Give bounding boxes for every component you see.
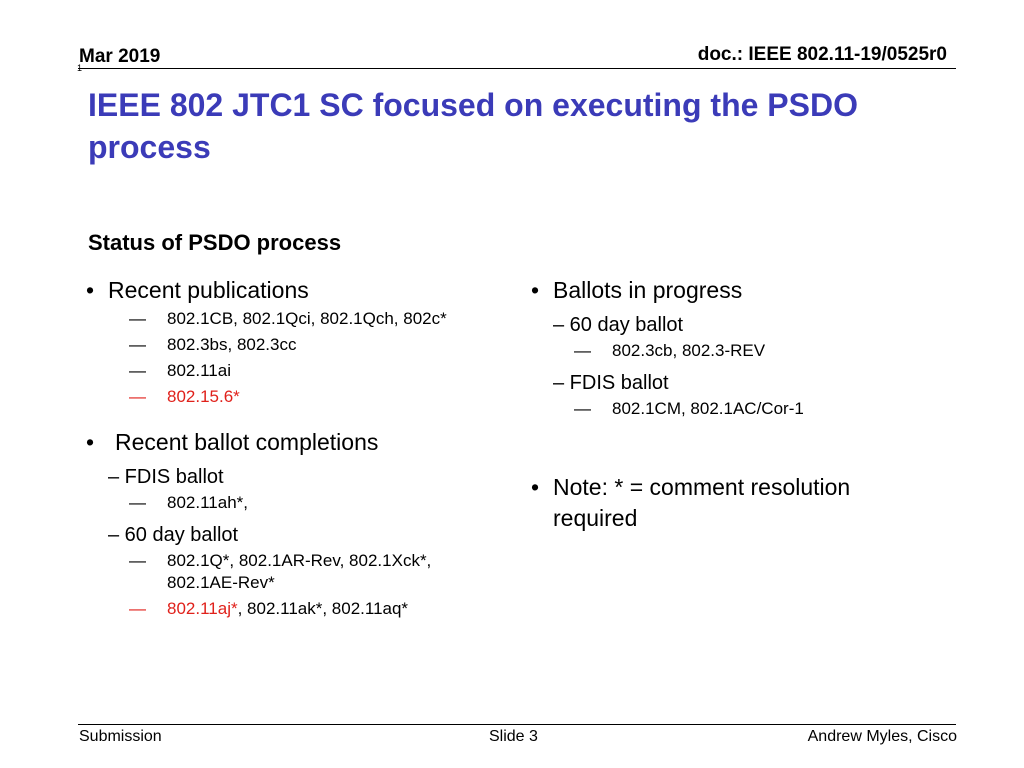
recent-publications-label: Recent publications bbox=[108, 277, 309, 303]
note-text: Note: * = comment resolution required bbox=[553, 474, 851, 531]
bullet-icon: • bbox=[531, 474, 540, 500]
dash-icon: — bbox=[129, 335, 146, 354]
list-item-highlighted: —802.15.6* bbox=[129, 387, 240, 406]
60-day-ballot-label: – 60 day ballot bbox=[553, 314, 684, 336]
slide-title: IEEE 802 JTC1 SC focused on executing th… bbox=[88, 87, 858, 165]
ballots-in-progress-label: Ballots in progress bbox=[553, 277, 743, 303]
footer-submission: Submission bbox=[79, 728, 162, 745]
bullet-note: • Note: * = comment resolution required bbox=[531, 472, 931, 534]
dash-icon: — bbox=[129, 551, 146, 570]
list-item: —802.11ah*, bbox=[129, 493, 248, 512]
list-item: —802.1CB, 802.1Qci, 802.1Qch, 802c* bbox=[129, 309, 447, 328]
header-divider bbox=[78, 68, 956, 69]
bullet-recent-ballot-completions: • Recent ballot completions bbox=[86, 428, 506, 456]
dash-icon: — bbox=[129, 493, 146, 512]
footer-divider bbox=[78, 724, 956, 725]
dash-icon: — bbox=[129, 361, 146, 380]
recent-ballot-completions-label: Recent ballot completions bbox=[115, 429, 379, 455]
dash-icon: — bbox=[129, 387, 146, 406]
bullet-recent-publications: • Recent publications bbox=[86, 276, 506, 304]
left-column: • Recent publications —802.1CB, 802.1Qci… bbox=[86, 276, 506, 620]
header-doc-id: doc.: IEEE 802.11-19/0525r0 bbox=[697, 44, 947, 65]
list-item: —802.3cb, 802.3-REV bbox=[574, 341, 766, 360]
list-item: —802.11ai bbox=[129, 361, 231, 380]
list-item: —802.1CM, 802.1AC/Cor-1 bbox=[574, 399, 804, 418]
highlighted-text: 802.11aj* bbox=[167, 599, 238, 618]
right-column: • Ballots in progress – 60 day ballot —8… bbox=[531, 276, 931, 534]
dash-icon: — bbox=[129, 309, 146, 328]
bullet-icon: • bbox=[86, 429, 95, 455]
fdis-ballot-label: – FDIS ballot bbox=[553, 372, 669, 394]
footer-slide-number: Slide 3 bbox=[489, 728, 538, 745]
list-item: —802.1Q*, 802.1AR-Rev, 802.1Xck*, 802.1A… bbox=[129, 551, 432, 592]
list-item: —802.3bs, 802.3cc bbox=[129, 335, 297, 354]
recent-publications-list: —802.1CB, 802.1Qci, 802.1Qch, 802c* —802… bbox=[86, 308, 506, 408]
dash-icon: — bbox=[574, 399, 591, 418]
header-date: Mar 2019 bbox=[79, 46, 161, 67]
60-day-ballot-label: – 60 day ballot bbox=[108, 524, 239, 546]
section-subheading: Status of PSDO process bbox=[88, 230, 342, 255]
bullet-icon: • bbox=[86, 277, 95, 303]
dash-icon: — bbox=[129, 599, 146, 618]
footer-author: Andrew Myles, Cisco bbox=[807, 728, 957, 745]
bullet-icon: • bbox=[531, 277, 540, 303]
dash-icon: — bbox=[574, 341, 591, 360]
fdis-ballot-label: – FDIS ballot bbox=[108, 466, 224, 488]
bullet-ballots-in-progress: • Ballots in progress bbox=[531, 276, 931, 304]
list-item: —802.11aj*, 802.11ak*, 802.11aq* bbox=[129, 599, 409, 618]
